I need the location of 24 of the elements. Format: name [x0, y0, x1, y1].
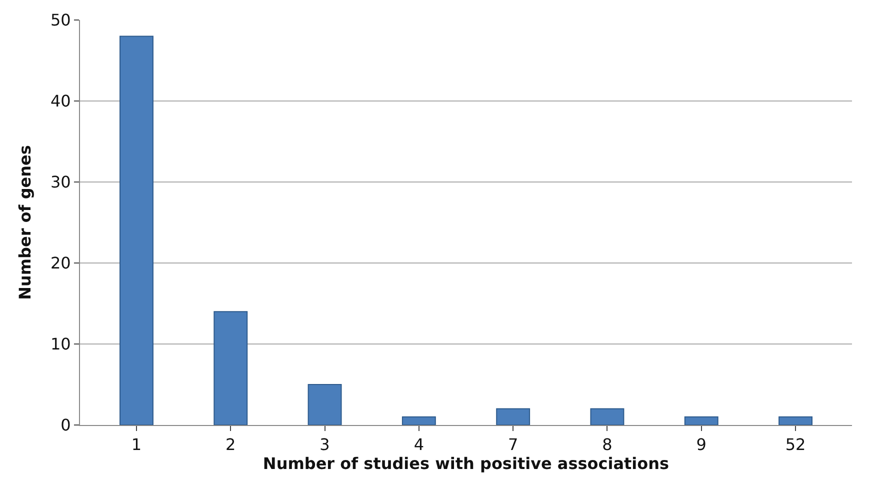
- bar: [308, 384, 342, 425]
- x-tick-label: 3: [320, 435, 330, 454]
- x-tick-label: 7: [508, 435, 518, 454]
- x-tick-label: 4: [414, 435, 424, 454]
- bar: [590, 408, 624, 425]
- x-tick-label: 1: [131, 435, 142, 454]
- y-axis-title: Number of genes: [15, 145, 34, 300]
- x-axis-title: Number of studies with positive associations: [262, 454, 670, 474]
- x-tick-label: 2: [226, 435, 236, 454]
- bar: [496, 408, 530, 425]
- x-tick-label: 8: [602, 435, 612, 454]
- y-tick-label: 50: [50, 10, 71, 30]
- y-tick-label: 30: [50, 172, 71, 192]
- y-tick-label: 10: [50, 334, 71, 354]
- bar: [778, 416, 812, 425]
- y-tick-label: 40: [50, 92, 71, 111]
- x-tick-label: 9: [696, 435, 706, 454]
- bar: [120, 36, 154, 425]
- bar: [402, 416, 436, 425]
- bar: [684, 416, 718, 425]
- x-tick-label: 52: [785, 435, 806, 454]
- y-tick-label: 0: [60, 416, 71, 435]
- y-tick-label: 20: [50, 254, 71, 273]
- bar: [214, 311, 248, 425]
